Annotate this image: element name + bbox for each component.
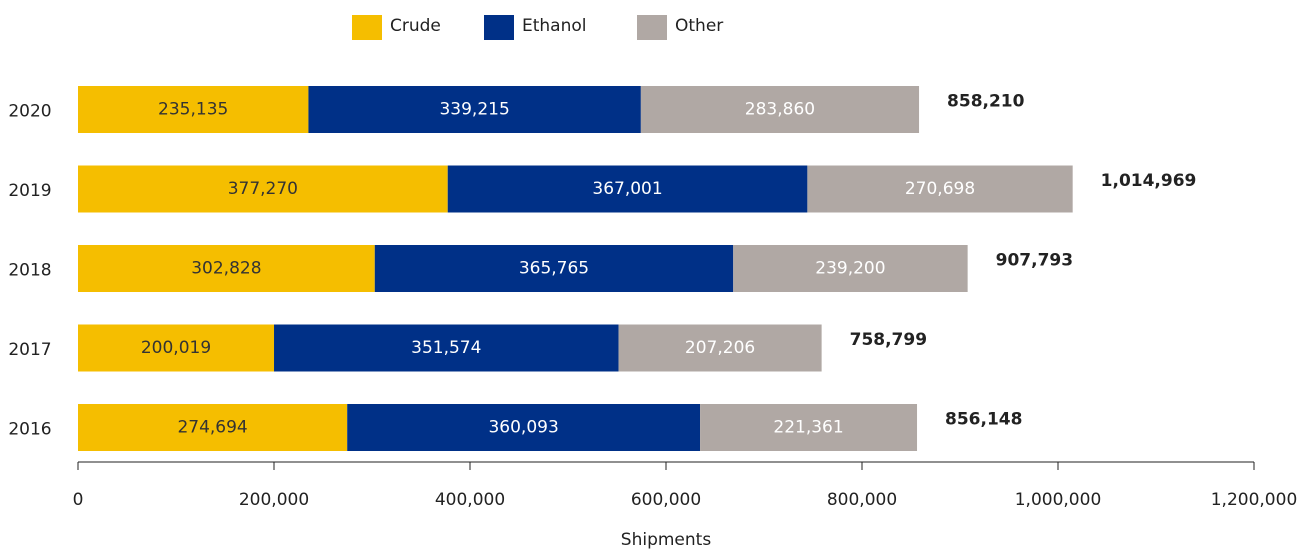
total-label: 856,148	[945, 410, 1022, 430]
legend-label: Crude	[390, 16, 441, 36]
legend-swatch	[484, 15, 514, 40]
legend-label: Other	[675, 16, 723, 36]
data-label: 302,828	[191, 259, 261, 279]
x-tick-label: 800,000	[827, 490, 897, 510]
y-tick-label: 2020	[8, 102, 51, 122]
bar-segment	[78, 404, 348, 451]
bar-segment	[447, 165, 808, 213]
data-label: 274,694	[177, 418, 247, 438]
bar-segment	[640, 86, 920, 133]
bar-segment	[78, 165, 448, 213]
x-tick-label: 1,000,000	[1015, 490, 1102, 510]
bar-segment	[78, 245, 375, 292]
data-label: 360,093	[488, 418, 558, 438]
bar-segment	[347, 404, 701, 451]
bar-segment	[308, 86, 641, 133]
legend-swatch	[637, 15, 667, 40]
data-label: 377,270	[228, 179, 298, 199]
data-label: 283,860	[745, 100, 815, 120]
data-label: 339,215	[439, 100, 509, 120]
bar-segment	[700, 404, 918, 451]
bar-segment	[618, 324, 822, 372]
data-label: 235,135	[158, 100, 228, 120]
data-label: 200,019	[141, 338, 211, 358]
data-label: 239,200	[815, 259, 885, 279]
x-tick-label: 200,000	[239, 490, 309, 510]
x-tick-label: 0	[73, 490, 84, 510]
legend-swatch	[352, 15, 382, 40]
bar-segment	[374, 245, 734, 292]
y-tick-label: 2018	[8, 261, 51, 281]
total-label: 1,014,969	[1101, 171, 1197, 191]
bar-segment	[274, 324, 619, 372]
x-tick-label: 400,000	[435, 490, 505, 510]
total-label: 907,793	[996, 251, 1073, 271]
total-label: 758,799	[850, 330, 927, 350]
bar-segment	[78, 324, 275, 372]
bar-segment	[78, 86, 309, 133]
x-tick-label: 1,200,000	[1211, 490, 1298, 510]
x-tick-label: 600,000	[631, 490, 701, 510]
legend-label: Ethanol	[522, 16, 587, 36]
bar-segment	[733, 245, 968, 292]
x-axis-title: Shipments	[621, 530, 712, 550]
total-label: 858,210	[947, 92, 1025, 112]
y-tick-label: 2019	[8, 181, 51, 201]
y-tick-label: 2016	[8, 420, 51, 440]
data-label: 221,361	[773, 418, 843, 438]
data-label: 367,001	[592, 179, 662, 199]
data-label: 207,206	[685, 338, 755, 358]
data-label: 365,765	[519, 259, 589, 279]
data-label: 351,574	[411, 338, 481, 358]
bar-segment	[807, 165, 1073, 213]
data-label: 270,698	[905, 179, 975, 199]
y-tick-label: 2017	[8, 340, 51, 360]
